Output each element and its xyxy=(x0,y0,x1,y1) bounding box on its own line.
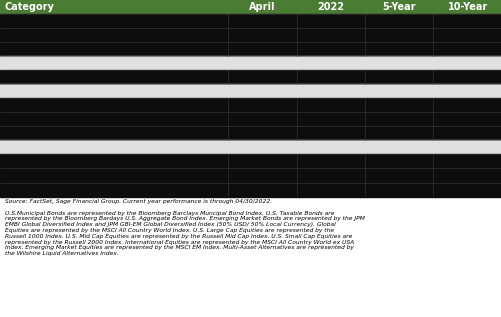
Text: Category: Category xyxy=(4,2,54,12)
Bar xyxy=(0,183,501,197)
Bar xyxy=(0,14,501,28)
Bar xyxy=(0,84,501,98)
Bar xyxy=(0,98,501,112)
Text: April: April xyxy=(249,2,275,12)
Bar xyxy=(0,140,501,154)
Bar xyxy=(0,28,501,42)
Text: 2022: 2022 xyxy=(317,2,344,12)
Bar xyxy=(0,0,501,14)
Text: 10-Year: 10-Year xyxy=(446,2,487,12)
Bar xyxy=(0,112,501,126)
Bar xyxy=(0,126,501,140)
Bar xyxy=(0,56,501,70)
Bar xyxy=(0,168,501,183)
Bar xyxy=(0,154,501,168)
Text: 5-Year: 5-Year xyxy=(382,2,415,12)
Bar xyxy=(0,70,501,84)
Bar xyxy=(0,42,501,56)
Text: Source: FactSet, Sage Financial Group. Current year performance is through 04/30: Source: FactSet, Sage Financial Group. C… xyxy=(5,199,364,256)
